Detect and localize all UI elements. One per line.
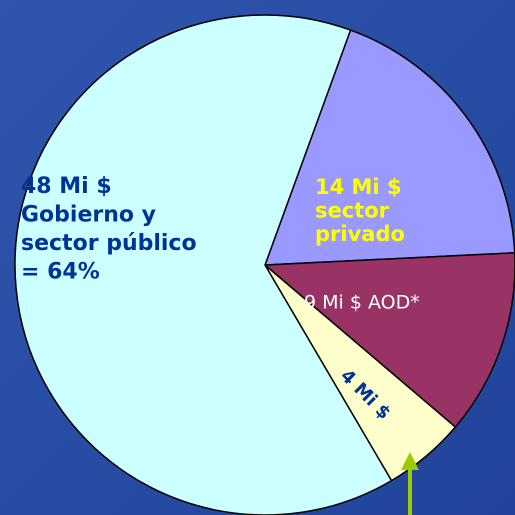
slice-label: 9 Mi $ AOD*	[304, 292, 420, 314]
slice-label: 14 Mi $	[315, 175, 402, 199]
slice-label: sector	[315, 199, 390, 223]
pie-slice	[263, 29, 515, 266]
slice-label: privado	[315, 222, 405, 246]
slice-label: 48 Mi $	[21, 174, 112, 199]
pie	[14, 14, 515, 515]
arrow	[401, 452, 419, 515]
slice-label: sector público	[21, 231, 197, 256]
slice-label: = 64%	[21, 260, 100, 285]
pie-slice	[14, 14, 393, 515]
slice-label: Gobierno y	[21, 203, 156, 228]
arrow-head	[401, 452, 419, 470]
